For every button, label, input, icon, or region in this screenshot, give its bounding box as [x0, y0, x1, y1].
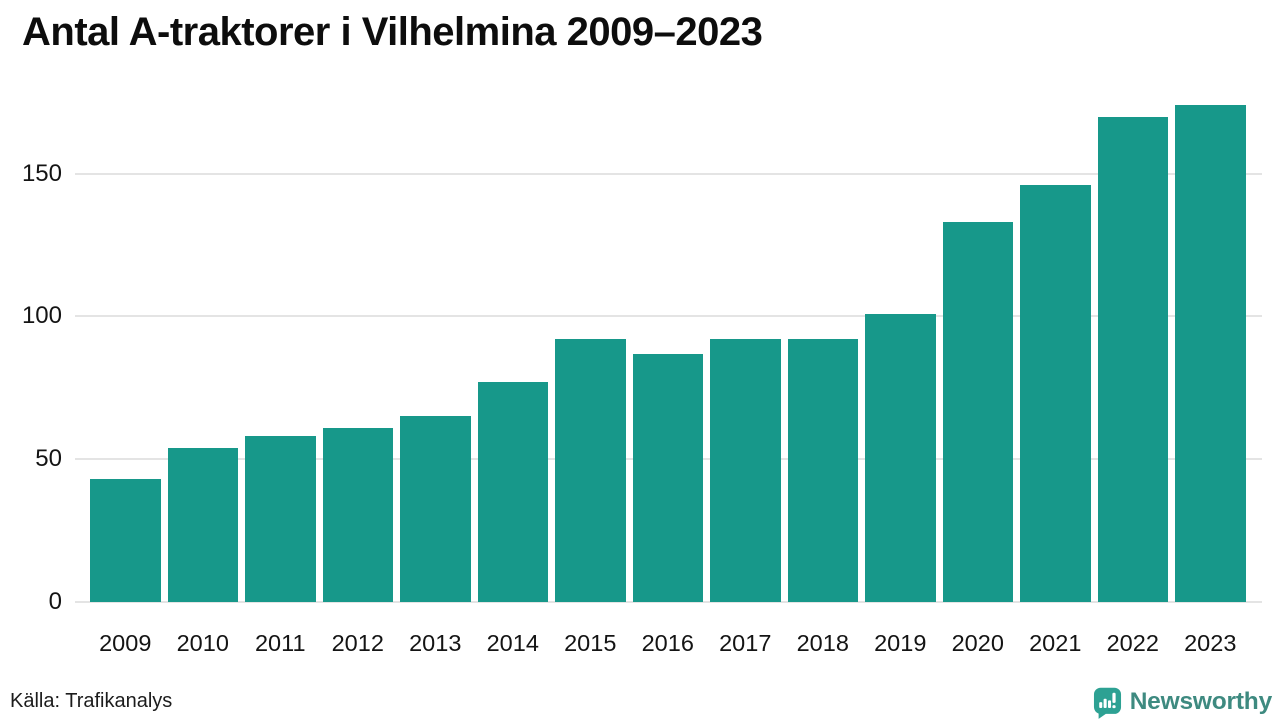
x-tick-label-2014: 2014	[486, 630, 539, 656]
chart-footer: Källa: Trafikanalys Newsworthy	[0, 684, 1280, 720]
source-note: Källa: Trafikanalys	[10, 690, 173, 712]
newsworthy-icon	[1093, 687, 1121, 719]
gridline-y-100	[75, 315, 1262, 318]
bar-2010	[167, 447, 238, 602]
x-tick-label-2017: 2017	[719, 630, 772, 656]
x-axis: 2009 2010 2011 2012 2013 2014 2015 2016 2017 2018…	[75, 602, 1262, 662]
x-tick-label-2022: 2022	[1106, 630, 1159, 656]
gridline-y-0	[75, 601, 1262, 603]
x-tick-label-2016: 2016	[641, 630, 694, 656]
x-tick-label-2021: 2021	[1029, 630, 1082, 656]
x-tick-label-2020: 2020	[951, 630, 1004, 656]
bar-2018	[787, 339, 858, 602]
bar-2019	[865, 313, 936, 602]
chart-title: Antal A-traktorer i Vilhelmina 2009–2023	[22, 10, 763, 54]
bar-2009	[90, 479, 161, 602]
bar-2021	[1020, 185, 1091, 602]
bar-2022	[1097, 116, 1168, 602]
x-tick-label-2018: 2018	[796, 630, 849, 656]
bar-2023	[1175, 105, 1246, 602]
x-tick-label-2011: 2011	[254, 630, 306, 656]
bar-2011	[245, 436, 316, 602]
x-tick-label-2012: 2012	[331, 630, 384, 656]
bar-2015	[555, 339, 626, 602]
y-tick-label-0: 0	[48, 588, 62, 615]
y-axis: 0 50 100 150	[0, 88, 66, 615]
y-tick-label-150: 150	[21, 159, 62, 187]
x-tick-label-2015: 2015	[564, 630, 617, 656]
bar-2012	[322, 427, 393, 602]
x-tick-label-2010: 2010	[176, 630, 229, 656]
brand-name: Newsworthy	[1129, 688, 1273, 715]
bar-2020	[942, 222, 1013, 602]
plot-area	[75, 88, 1262, 603]
bar-2016	[632, 353, 703, 602]
y-tick-label-100: 100	[21, 302, 62, 330]
bar-2014	[477, 382, 548, 602]
brand-logo: Newsworthy	[1092, 684, 1272, 720]
bar-2013	[400, 416, 471, 602]
bar-2017	[710, 339, 781, 602]
x-tick-label-2009: 2009	[99, 630, 152, 656]
x-tick-label-2023: 2023	[1184, 630, 1237, 656]
gridline-y-150	[75, 172, 1262, 175]
x-tick-label-2013: 2013	[409, 630, 462, 656]
y-tick-label-50: 50	[35, 445, 62, 473]
x-tick-label-2019: 2019	[874, 630, 927, 656]
